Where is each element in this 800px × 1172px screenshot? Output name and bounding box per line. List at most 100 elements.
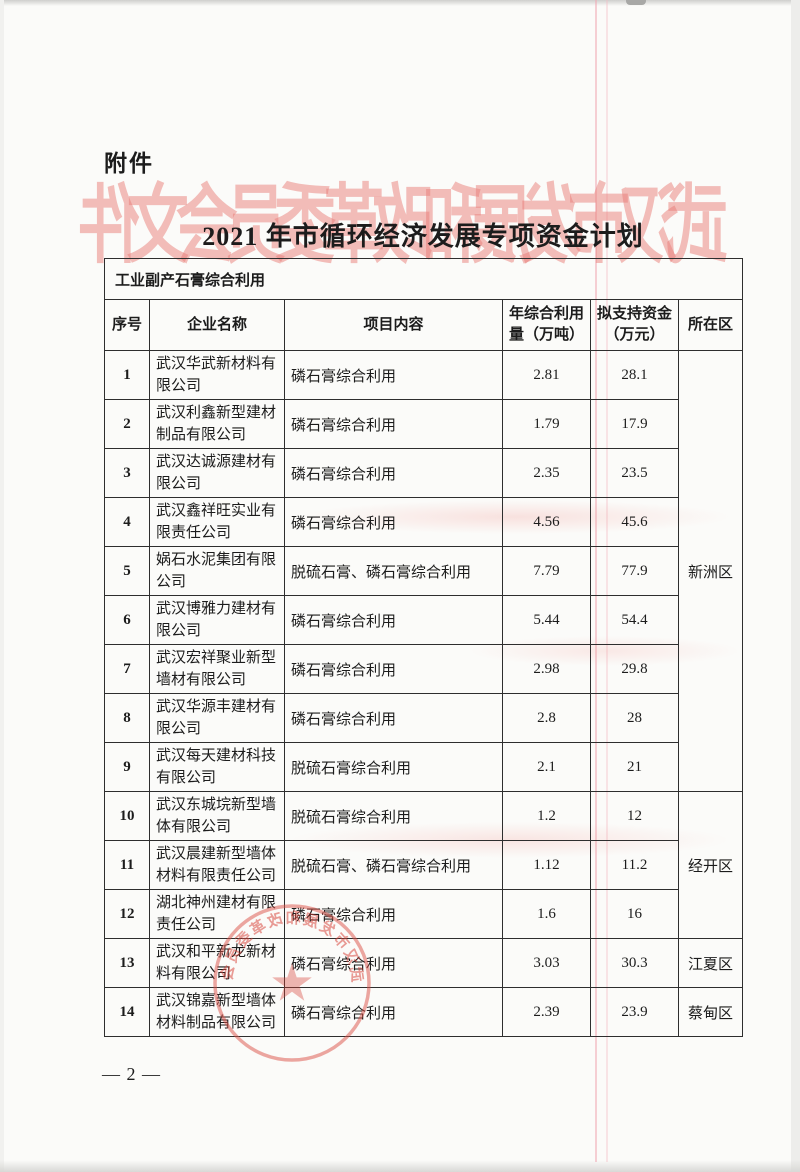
cell-project: 磷石膏综合利用 [284,399,503,449]
cell-seq: 9 [104,742,150,792]
cell-project: 磷石膏综合利用 [284,889,503,939]
col-header-seq: 序号 [104,299,150,351]
section-header-row: 工业副产石膏综合利用 [103,258,744,300]
cell-project: 脱硫石膏综合利用 [284,791,503,841]
table-row: 12 湖北神州建材有限责任公司 磷石膏综合利用 1.6 16 [104,889,743,939]
table-row: 10 武汉东城垸新型墙体有限公司 脱硫石膏综合利用 1.2 12 经开区 [104,791,744,939]
scan-edge-top [0,0,800,6]
table-row: 1 武汉华武新材料有限公司 磷石膏综合利用 2.81 28.1 新洲区 [104,350,744,792]
cell-company: 武汉达诚源建材有限公司 [149,448,285,498]
table-row: 14 武汉锦嘉新型墙体材料制品有限公司 磷石膏综合利用 2.39 23.9 蔡甸区 [104,987,744,1037]
col-header-fund: 拟支持资金（万元） [590,299,679,351]
cell-fund: 23.9 [590,987,679,1037]
cell-fund: 54.4 [590,595,679,645]
table-row: 6 武汉博雅力建材有限公司 磷石膏综合利用 5.44 54.4 [104,595,743,645]
cell-project: 磷石膏综合利用 [284,595,503,645]
cell-seq: 8 [104,693,150,743]
table-row: 5 娲石水泥集团有限公司 脱硫石膏、磷石膏综合利用 7.79 77.9 [104,546,743,596]
cell-company: 武汉锦嘉新型墙体材料制品有限公司 [149,987,285,1037]
cell-seq: 13 [104,938,150,988]
cell-seq: 10 [104,791,150,841]
cell-project: 磷石膏综合利用 [284,938,503,988]
cell-company: 武汉华武新材料有限公司 [149,350,285,400]
cell-seq: 7 [104,644,150,694]
cell-fund: 29.8 [590,644,679,694]
table-row: 9 武汉每天建材科技有限公司 脱硫石膏综合利用 2.1 21 [104,742,743,792]
cell-amount: 2.35 [502,448,591,498]
cell-fund: 30.3 [590,938,679,988]
cell-district: 经开区 [677,791,744,939]
cell-project: 脱硫石膏、磷石膏综合利用 [284,546,503,596]
table-row: 2 武汉利鑫新型建材制品有限公司 磷石膏综合利用 1.79 17.9 [104,399,743,449]
cell-fund: 77.9 [590,546,679,596]
table-row: 8 武汉华源丰建材有限公司 磷石膏综合利用 2.8 28 [104,693,743,743]
table-row: 13 武汉和平新龙新材料有限公司 磷石膏综合利用 3.03 30.3 江夏区 [104,938,744,988]
cell-district: 江夏区 [677,938,744,988]
cell-company: 湖北神州建材有限责任公司 [149,889,285,939]
cell-seq: 11 [104,840,150,890]
table-row: 3 武汉达诚源建材有限公司 磷石膏综合利用 2.35 23.5 [104,448,743,498]
cell-amount: 2.1 [502,742,591,792]
scan-edge-right [791,0,800,1172]
col-header-district: 所在区 [677,299,744,351]
scan-artifact [626,0,646,5]
cell-company: 武汉华源丰建材有限公司 [149,693,285,743]
cell-fund: 45.6 [590,497,679,547]
page-number: — 2 — [102,1064,161,1084]
column-header-row: 序号 企业名称 项目内容 年综合利用量（万吨） 拟支持资金（万元） 所在区 [104,299,744,351]
cell-district: 蔡甸区 [677,987,744,1037]
scan-edge-bottom [0,1160,800,1172]
cell-fund: 11.2 [590,840,679,890]
cell-fund: 12 [590,791,679,841]
cell-fund: 28 [590,693,679,743]
cell-seq: 4 [104,497,150,547]
cell-project: 磷石膏综合利用 [284,448,503,498]
cell-amount: 7.79 [502,546,591,596]
cell-company: 娲石水泥集团有限公司 [149,546,285,596]
cell-amount: 2.98 [502,644,591,694]
cell-amount: 2.39 [502,987,591,1037]
col-header-project: 项目内容 [284,299,503,351]
cell-fund: 21 [590,742,679,792]
cell-seq: 14 [104,987,150,1037]
cell-fund: 23.5 [590,448,679,498]
cell-project: 脱硫石膏综合利用 [284,742,503,792]
fund-plan-table: 工业副产石膏综合利用 序号 企业名称 项目内容 年综合利用量（万吨） 拟支持资金… [103,258,744,1037]
cell-company: 武汉每天建材科技有限公司 [149,742,285,792]
cell-project: 脱硫石膏、磷石膏综合利用 [284,840,503,890]
table-row: 4 武汉鑫祥旺实业有限责任公司 磷石膏综合利用 4.56 45.6 [104,497,743,547]
cell-project: 磷石膏综合利用 [284,693,503,743]
cell-company: 武汉晨建新型墙体材料有限责任公司 [149,840,285,890]
cell-company: 武汉利鑫新型建材制品有限公司 [149,399,285,449]
cell-company: 武汉鑫祥旺实业有限责任公司 [149,497,285,547]
cell-company: 武汉和平新龙新材料有限公司 [149,938,285,988]
cell-project: 磷石膏综合利用 [284,350,503,400]
attachment-label: 附件 [104,150,154,176]
cell-company: 武汉宏祥聚业新型墙材有限公司 [149,644,285,694]
cell-seq: 2 [104,399,150,449]
cell-seq: 1 [104,350,150,400]
col-header-amount: 年综合利用量（万吨） [502,299,591,351]
cell-fund: 16 [590,889,679,939]
cell-project: 磷石膏综合利用 [284,987,503,1037]
cell-amount: 5.44 [502,595,591,645]
cell-project: 磷石膏综合利用 [284,497,503,547]
cell-fund: 28.1 [590,350,679,400]
scan-edge-left [0,0,4,1172]
cell-amount: 1.79 [502,399,591,449]
cell-amount: 2.8 [502,693,591,743]
cell-project: 磷石膏综合利用 [284,644,503,694]
cell-amount: 1.2 [502,791,591,841]
cell-amount: 1.12 [502,840,591,890]
table-row: 11 武汉晨建新型墙体材料有限责任公司 脱硫石膏、磷石膏综合利用 1.12 11.2 [104,840,743,890]
cell-amount: 3.03 [502,938,591,988]
cell-company: 武汉东城垸新型墙体有限公司 [149,791,285,841]
cell-seq: 3 [104,448,150,498]
cell-company: 武汉博雅力建材有限公司 [149,595,285,645]
document-title: 2021 年市循环经济发展专项资金计划 [202,222,644,251]
table-row: 7 武汉宏祥聚业新型墙材有限公司 磷石膏综合利用 2.98 29.8 [104,644,743,694]
cell-amount: 2.81 [502,350,591,400]
cell-amount: 4.56 [502,497,591,547]
table-body: 工业副产石膏综合利用 序号 企业名称 项目内容 年综合利用量（万吨） 拟支持资金… [103,258,744,1037]
cell-seq: 5 [104,546,150,596]
